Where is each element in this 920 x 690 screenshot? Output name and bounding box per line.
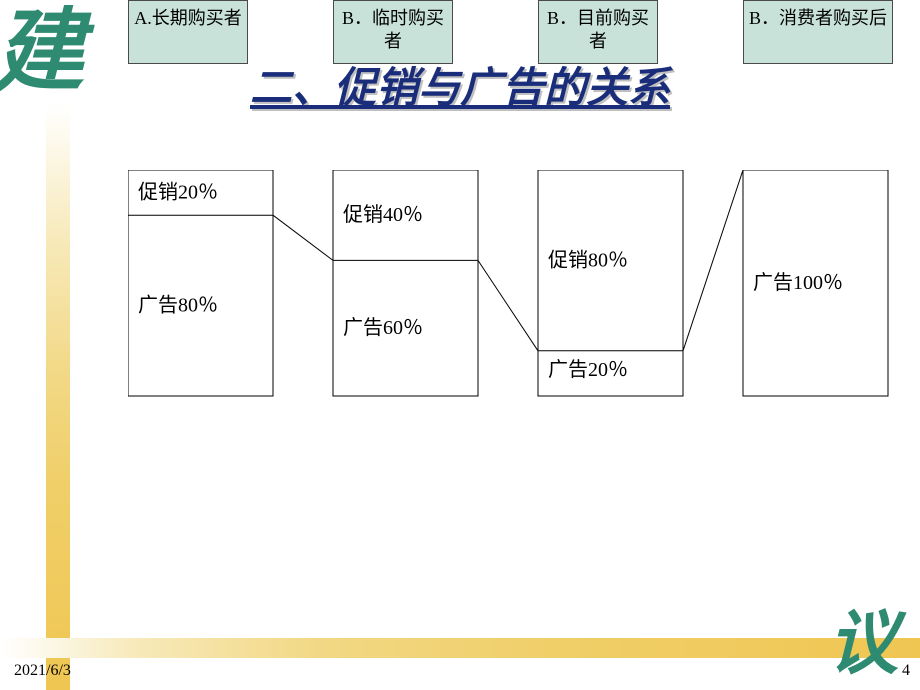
promo-ad-chart: 促销20％ 广告80％ 促销40％ 广告60％ 促销80％ 广告20％ 广告100％ xyxy=(128,170,898,410)
promo-label: 促销40％ xyxy=(343,203,423,226)
ad-label: 广告80％ xyxy=(138,294,218,317)
promo-label: 促销20％ xyxy=(138,181,218,204)
category-box-2: B．临时购买者 xyxy=(333,0,453,64)
footer-date: 2021/6/3 xyxy=(14,662,71,680)
ad-label: 广告100％ xyxy=(753,271,843,294)
ad-label: 广告20％ xyxy=(548,358,628,381)
category-label: B．目前购买者 xyxy=(547,8,649,51)
promo-label: 促销80％ xyxy=(548,248,628,271)
category-box-3: B．目前购买者 xyxy=(538,0,658,64)
logo-bottom-right: 议 xyxy=(828,587,898,688)
category-label: A.长期购买者 xyxy=(134,8,242,28)
category-box-4: B．消费者购买后 xyxy=(743,0,893,64)
category-label: B．临时购买者 xyxy=(342,8,444,51)
bottom-accent-bar xyxy=(0,638,920,658)
category-box-1: A.长期购买者 xyxy=(128,0,248,64)
slide: 建 议 二、促销与广告的关系 促销20％广告80％促销40％广告60％促销80％… xyxy=(0,0,920,690)
category-label: B．消费者购买后 xyxy=(749,8,887,28)
footer-page-number: 4 xyxy=(902,662,910,680)
ad-label: 广告60％ xyxy=(343,316,423,339)
